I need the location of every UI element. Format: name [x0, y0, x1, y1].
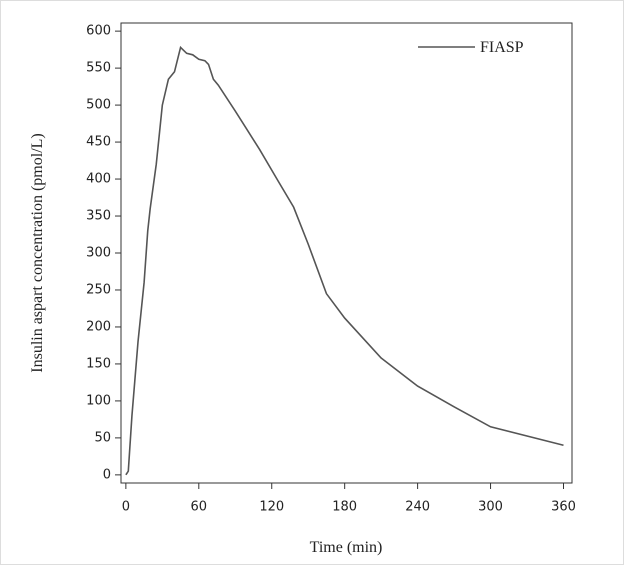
x-tick-label: 120 — [259, 500, 284, 515]
y-tick-label: 450 — [86, 135, 111, 150]
y-tick-label: 550 — [86, 61, 111, 76]
y-tick-label: 300 — [86, 246, 111, 261]
y-tick-label: 500 — [86, 98, 111, 113]
y-tick-label: 100 — [86, 393, 111, 408]
y-tick-label: 0 — [103, 467, 111, 482]
y-tick-label: 250 — [86, 282, 111, 297]
legend-label: FIASP — [480, 39, 524, 56]
x-tick-label: 240 — [405, 500, 430, 515]
data-line — [125, 45, 564, 476]
x-tick-label: 0 — [122, 500, 130, 515]
y-tick-label: 200 — [86, 319, 111, 334]
y-tick-label: 350 — [86, 209, 111, 224]
x-tick-label: 180 — [332, 500, 357, 515]
x-axis-label: Time (min) — [310, 539, 383, 556]
x-tick-label: 60 — [191, 500, 208, 515]
y-tick-label: 150 — [86, 356, 111, 371]
x-tick-label: 360 — [551, 500, 576, 515]
y-tick-label: 50 — [94, 430, 111, 445]
x-tick-label: 300 — [478, 500, 503, 515]
y-axis-label: Insulin aspart concentration (pmol/L) — [29, 133, 46, 372]
y-tick-label: 600 — [86, 24, 111, 39]
y-tick-label: 400 — [86, 172, 111, 187]
